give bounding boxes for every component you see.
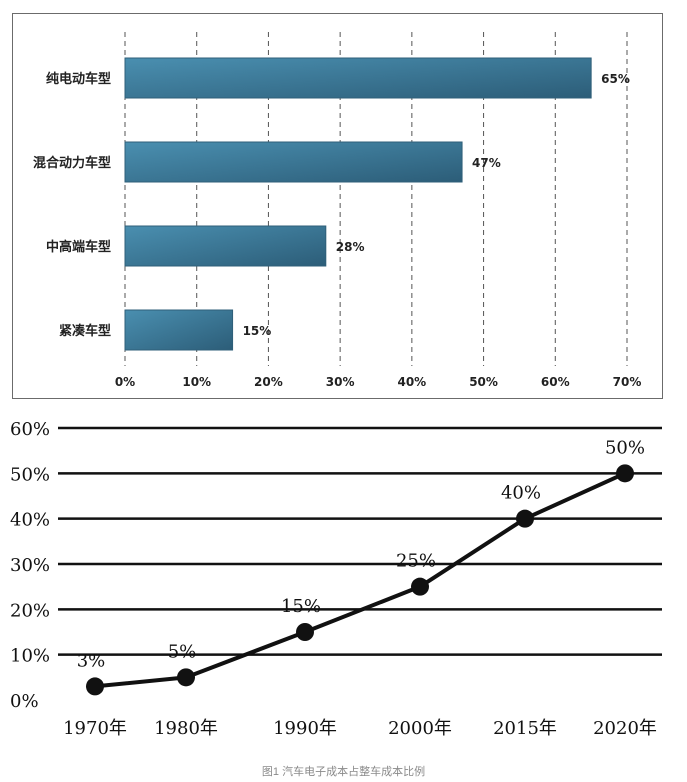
x-tick-label: 1970年: [63, 718, 127, 739]
y-tick-label: 50%: [10, 464, 50, 485]
data-point: [616, 464, 634, 483]
line-chart: 0% 10% 20% 30% 40% 50% 60% 3% 5% 15% 25% 40% 50% 1970…: [10, 419, 662, 739]
x-tick-label: 2015年: [493, 718, 557, 739]
bar: [124, 57, 592, 99]
series-line: [94, 471, 626, 689]
data-point: [411, 577, 429, 596]
bar: [124, 141, 463, 183]
data-point: [177, 668, 195, 687]
data-label: 3%: [77, 650, 106, 671]
x-tick-label: 30%: [326, 375, 355, 389]
data-point: [296, 623, 314, 641]
bar: [124, 309, 234, 351]
bar-chart: 0% 10% 20% 30% 40% 50% 60% 70% 纯电动车型 65% 混合动力车型 47%…: [33, 32, 642, 389]
x-tick-label: 0%: [115, 375, 135, 389]
x-tick-label: 1980年: [154, 718, 218, 739]
figure-caption: 图1 汽车电子成本占整车成本比例: [261, 766, 426, 778]
y-tick-label: 30%: [10, 555, 50, 576]
x-tick-label: 40%: [397, 375, 426, 389]
bar-chart-panel: 0% 10% 20% 30% 40% 50% 60% 70% 纯电动车型 65% 混合动力车型 47%…: [12, 13, 663, 399]
x-tick-label: 60%: [541, 375, 570, 389]
x-tick-label: 50%: [469, 375, 498, 389]
data-label: 5%: [168, 641, 197, 662]
data-label: 15%: [243, 324, 272, 338]
category-label: 纯电动车型: [46, 71, 111, 87]
category-label: 紧凑车型: [59, 323, 111, 339]
x-tick-label: 70%: [613, 375, 642, 389]
data-label: 50%: [605, 437, 645, 458]
x-tick-label: 1990年: [273, 718, 337, 739]
y-tick-label: 0%: [10, 691, 39, 712]
y-tick-label: 60%: [10, 419, 50, 440]
x-tick-label: 10%: [182, 375, 211, 389]
bar: [124, 225, 327, 267]
data-label: 47%: [472, 156, 501, 170]
category-label: 中高端车型: [46, 239, 111, 255]
y-tick-label: 20%: [10, 600, 50, 621]
data-label: 25%: [396, 551, 436, 572]
data-label: 28%: [336, 240, 365, 254]
y-tick-label: 40%: [10, 510, 50, 531]
x-tick-label: 2000年: [388, 718, 452, 739]
data-label: 15%: [281, 596, 321, 617]
category-label: 混合动力车型: [33, 155, 111, 171]
x-tick-label: 20%: [254, 375, 283, 389]
x-tick-label: 2020年: [593, 718, 657, 739]
data-point: [86, 677, 104, 696]
data-label: 40%: [501, 483, 541, 504]
data-point: [516, 509, 534, 528]
y-tick-label: 10%: [10, 646, 50, 667]
data-label: 65%: [601, 72, 630, 86]
